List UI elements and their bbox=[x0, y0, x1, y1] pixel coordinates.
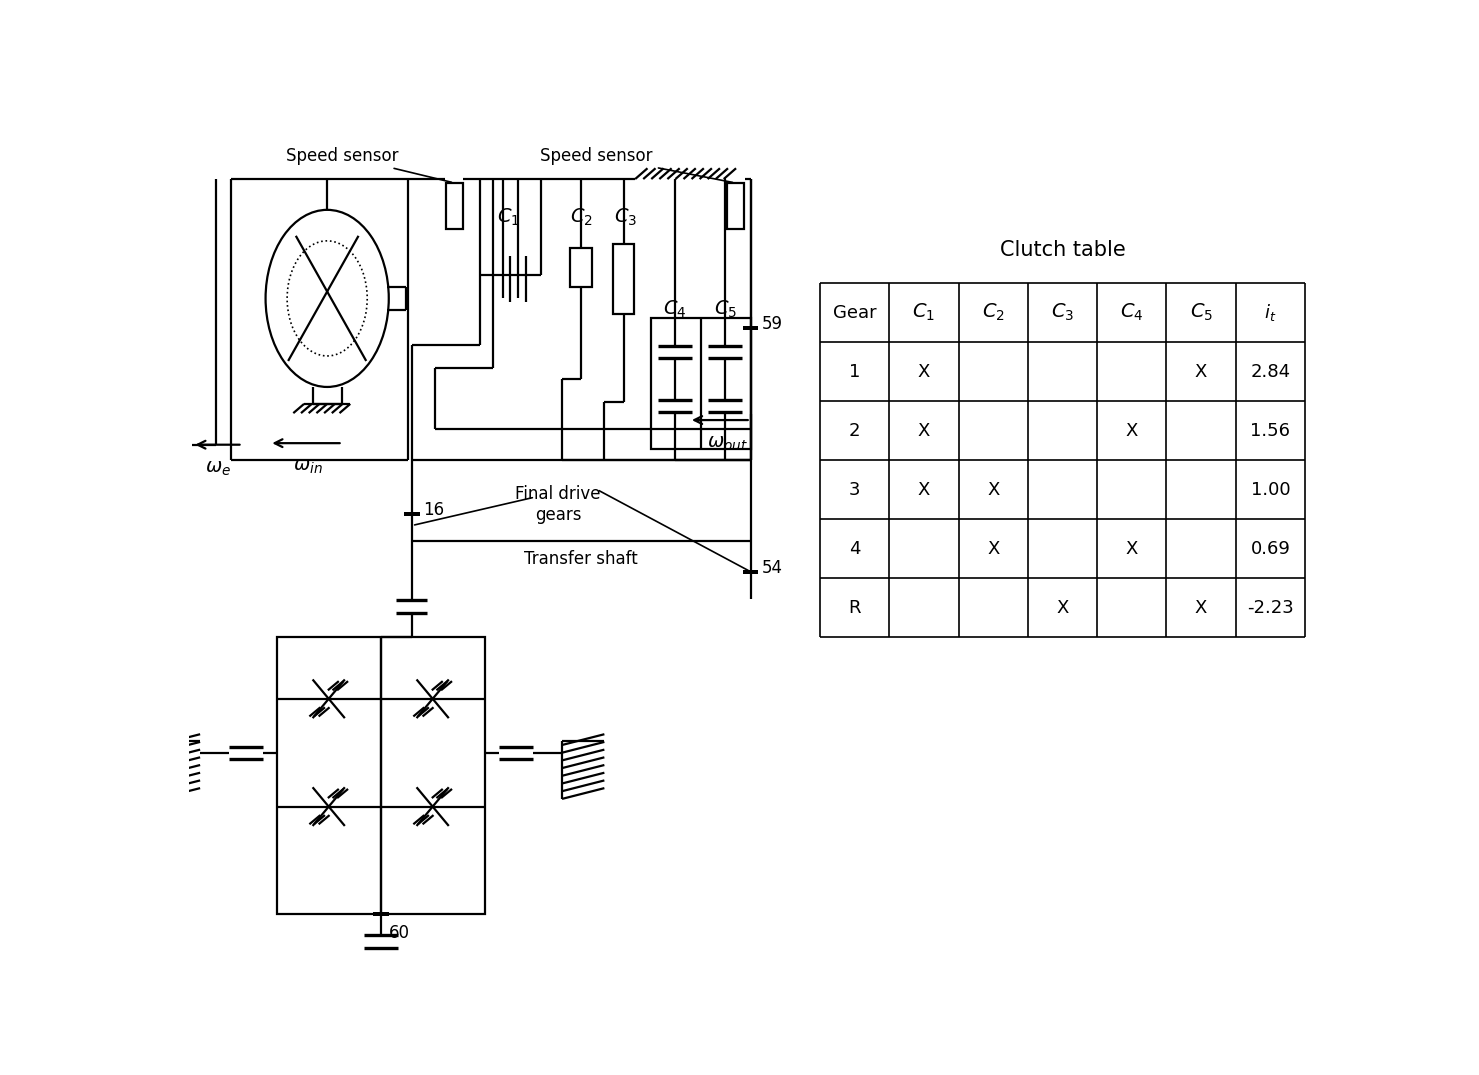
Text: $C_4$: $C_4$ bbox=[664, 299, 686, 320]
Text: $C_1$: $C_1$ bbox=[913, 302, 935, 324]
Text: 54: 54 bbox=[762, 559, 784, 577]
Text: 4: 4 bbox=[849, 540, 861, 558]
Bar bbox=[571, 248, 592, 287]
Text: Gear: Gear bbox=[833, 303, 877, 321]
Text: X: X bbox=[918, 421, 930, 440]
Text: $C_1$: $C_1$ bbox=[497, 206, 519, 228]
Ellipse shape bbox=[287, 241, 367, 356]
Text: 60: 60 bbox=[389, 923, 410, 942]
Bar bbox=[726, 183, 744, 229]
Bar bbox=[651, 317, 751, 448]
Text: 3: 3 bbox=[849, 481, 861, 499]
Text: Speed sensor: Speed sensor bbox=[287, 147, 451, 183]
Text: $C_5$: $C_5$ bbox=[1189, 302, 1213, 324]
Text: X: X bbox=[918, 481, 930, 499]
Text: $\omega_{in}$: $\omega_{in}$ bbox=[293, 457, 322, 476]
Text: R: R bbox=[849, 599, 861, 617]
Text: 0.69: 0.69 bbox=[1250, 540, 1290, 558]
Text: X: X bbox=[986, 481, 1000, 499]
Text: 2: 2 bbox=[849, 421, 861, 440]
Text: $C_2$: $C_2$ bbox=[569, 206, 593, 228]
Bar bbox=[445, 183, 463, 229]
Text: -2.23: -2.23 bbox=[1247, 599, 1294, 617]
Text: X: X bbox=[918, 362, 930, 381]
Text: $C_3$: $C_3$ bbox=[1052, 302, 1074, 324]
Text: 1.00: 1.00 bbox=[1251, 481, 1290, 499]
Text: X: X bbox=[1126, 540, 1137, 558]
Text: Speed sensor: Speed sensor bbox=[540, 147, 732, 183]
Text: X: X bbox=[1126, 421, 1137, 440]
Text: $\omega_{out}$: $\omega_{out}$ bbox=[707, 434, 748, 453]
Text: 16: 16 bbox=[423, 501, 445, 519]
Text: $C_5$: $C_5$ bbox=[714, 299, 737, 320]
Text: X: X bbox=[1195, 362, 1207, 381]
Text: X: X bbox=[1195, 599, 1207, 617]
Text: $C_3$: $C_3$ bbox=[614, 206, 637, 228]
Ellipse shape bbox=[266, 210, 389, 387]
Text: 1.56: 1.56 bbox=[1250, 421, 1290, 440]
Text: X: X bbox=[986, 540, 1000, 558]
Text: $C_4$: $C_4$ bbox=[1120, 302, 1143, 324]
Text: $C_2$: $C_2$ bbox=[982, 302, 1004, 324]
Text: $i_t$: $i_t$ bbox=[1265, 302, 1276, 322]
Text: Clutch table: Clutch table bbox=[1000, 240, 1126, 260]
Text: 59: 59 bbox=[762, 315, 784, 333]
Text: 2.84: 2.84 bbox=[1250, 362, 1291, 381]
Text: X: X bbox=[1056, 599, 1069, 617]
Bar bbox=[612, 244, 634, 314]
Text: 1: 1 bbox=[849, 362, 861, 381]
Text: Final drive
gears: Final drive gears bbox=[515, 485, 600, 525]
Text: Transfer shaft: Transfer shaft bbox=[525, 550, 637, 569]
Bar bbox=[277, 637, 485, 915]
Text: $\omega_e$: $\omega_e$ bbox=[204, 459, 231, 477]
